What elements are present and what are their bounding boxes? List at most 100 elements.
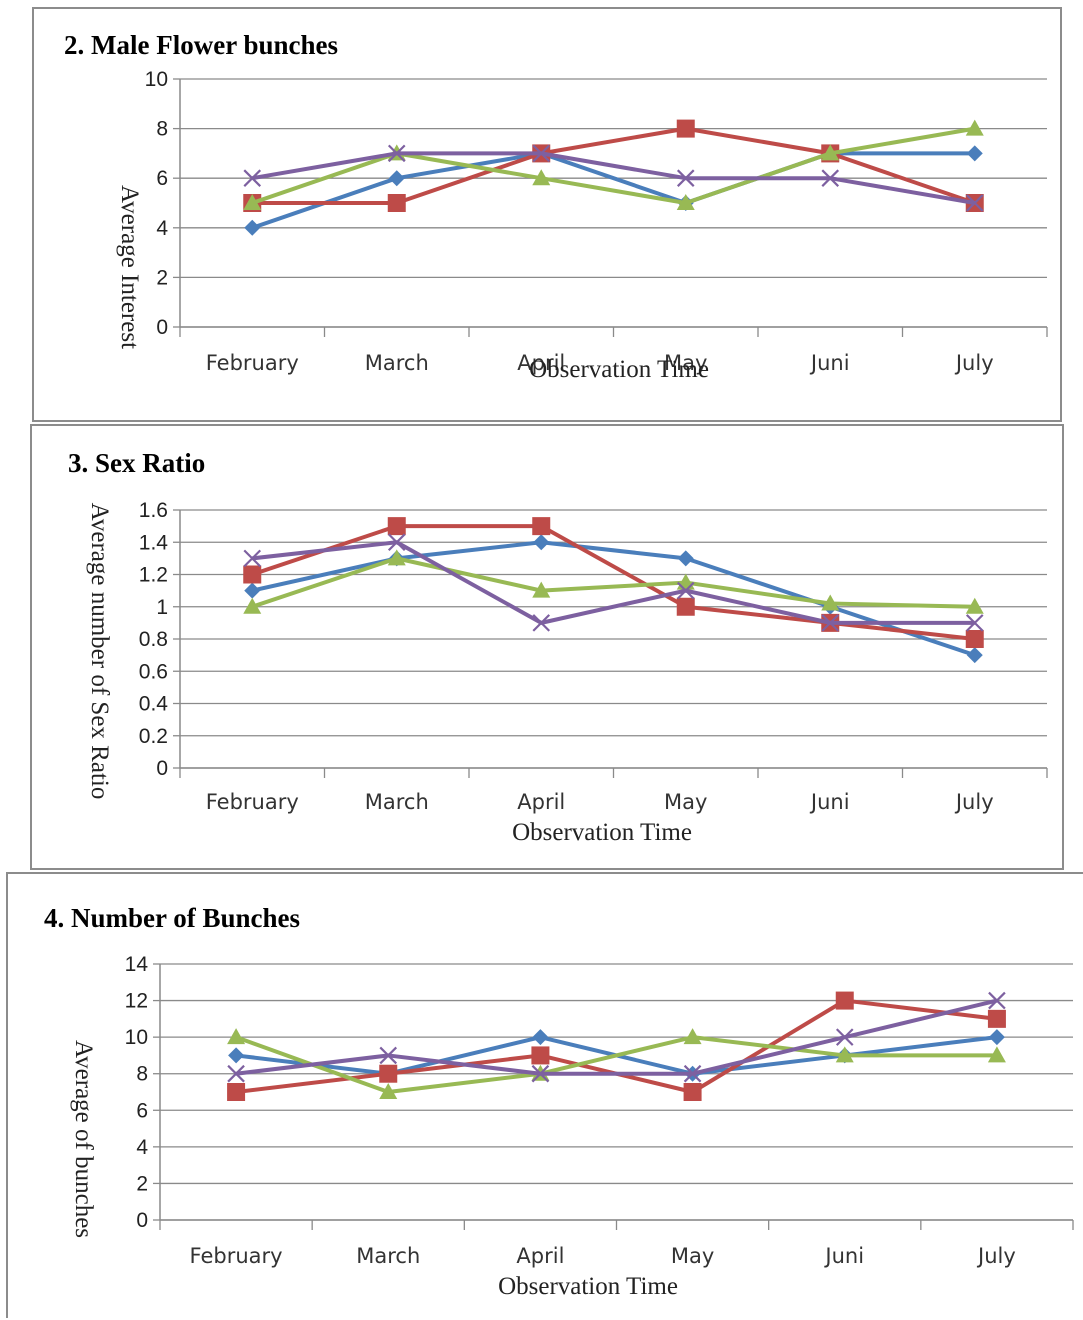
data-point-x	[683, 1064, 702, 1083]
series-line-2	[251, 524, 975, 641]
y-tick-label: 12	[125, 990, 148, 1013]
data-point-x	[243, 549, 262, 568]
series-line-4	[235, 998, 998, 1076]
y-tick-label: 10	[125, 1026, 148, 1049]
data-point-x	[387, 144, 406, 163]
data-point-x	[387, 533, 406, 552]
y-tick-label: 6	[136, 1099, 148, 1122]
series-line-3	[251, 556, 975, 609]
series-3	[243, 549, 984, 614]
chart-panel-sex-ratio: 3. Sex Ratio 0 0.2 0.4 0.6 0.8 1 1.2 1.4 1.6 Febru…	[30, 424, 1064, 870]
series-2	[243, 517, 984, 648]
data-point-square	[532, 517, 551, 536]
y-axis-label: Average number of Sex Ratio	[86, 503, 113, 800]
y-axis-label: Average of bunches	[70, 1040, 97, 1238]
data-point-triangle	[387, 549, 406, 566]
data-point-square	[683, 1083, 702, 1101]
series-line-4	[251, 151, 976, 205]
y-tick-label: 0	[136, 1209, 148, 1232]
series-2	[227, 991, 1006, 1101]
series-line-4	[252, 540, 975, 625]
data-point-x	[531, 1064, 550, 1083]
x-tick-label-july: July	[954, 790, 994, 814]
data-point-square	[387, 517, 406, 536]
series-1	[244, 145, 983, 236]
data-point-diamond	[533, 534, 550, 551]
series-line-1	[251, 151, 975, 230]
data-point-x	[532, 614, 551, 632]
y-tick-label: 1	[156, 596, 168, 619]
data-point-x	[965, 614, 984, 632]
y-tick-label: 0.2	[139, 725, 168, 748]
x-tick-label-may: May	[664, 351, 707, 375]
y-axis-label: Average Interest	[116, 185, 143, 349]
series-4	[243, 144, 984, 212]
data-point-x	[227, 1064, 245, 1083]
data-point-x	[821, 169, 840, 187]
x-tick-label-march: March	[356, 1244, 420, 1268]
y-tick-label: 4	[136, 1136, 148, 1159]
data-point-diamond	[677, 550, 694, 567]
y-tick-label: 14	[125, 953, 149, 976]
y-tick-label: 10	[145, 68, 168, 91]
data-point-triangle	[835, 1046, 854, 1063]
series-1	[244, 534, 983, 664]
male-flower-bunches-chart: 2. Male Flower bunches 0 2 4 6 8 10 February Mar…	[64, 30, 1048, 383]
chart-panel-male-flower-bunches: 2. Male Flower bunches 0 2 4 6 8 10 February Mar…	[32, 7, 1062, 422]
data-point-x	[988, 991, 1006, 1010]
series-line-3	[235, 1035, 997, 1094]
y-tick-label: 2	[136, 1172, 148, 1195]
chart-title: 2. Male Flower bunches	[64, 30, 338, 60]
y-tick-label: 0	[156, 757, 168, 780]
data-point-diamond	[228, 1047, 245, 1064]
data-point-triangle	[227, 1028, 246, 1045]
x-tick-label-april: April	[517, 351, 565, 375]
y-tick-label: 1.4	[139, 531, 169, 554]
data-point-triangle	[379, 1083, 398, 1099]
chart-panel-number-of-bunches: 4. Number of Bunches 0 2 4 6 8 10 12 14 February M…	[6, 872, 1083, 1318]
data-point-square	[387, 194, 406, 212]
y-tick-label: 1.6	[139, 499, 168, 522]
series-4	[243, 533, 984, 632]
data-point-x	[532, 144, 551, 163]
y-tick-label: 4	[156, 217, 168, 240]
y-tick-label: 8	[136, 1063, 148, 1086]
series-line-2	[252, 126, 976, 205]
data-point-square	[835, 991, 854, 1010]
chart-title: 4. Number of Bunches	[44, 903, 300, 933]
x-axis-label: Observation Time	[529, 356, 709, 383]
x-tick-label-march: March	[365, 351, 429, 375]
chart-title: 3. Sex Ratio	[68, 448, 205, 478]
data-point-triangle	[821, 594, 840, 611]
data-point-diamond	[388, 170, 405, 187]
data-point-x	[676, 169, 695, 187]
data-point-square	[965, 630, 984, 648]
data-point-diamond	[532, 1029, 549, 1046]
data-point-diamond	[988, 1029, 1005, 1046]
data-point-square	[227, 1083, 246, 1101]
data-point-triangle	[676, 194, 695, 210]
data-point-triangle	[683, 1028, 702, 1045]
y-tick-label: 0.4	[139, 693, 169, 716]
y-tick-label: 1.2	[139, 564, 168, 587]
y-tick-label: 0	[156, 316, 168, 339]
data-point-square	[676, 597, 695, 616]
y-tick-label: 0.6	[139, 660, 168, 683]
data-point-x	[676, 581, 695, 600]
x-tick-label-juni: Juni	[823, 1244, 864, 1268]
data-point-x	[243, 169, 262, 187]
data-point-diamond	[966, 647, 983, 664]
data-point-triangle	[243, 597, 262, 614]
data-point-x	[821, 614, 840, 632]
data-point-triangle	[532, 581, 551, 598]
y-tick-label: 0.8	[139, 628, 168, 651]
series-3	[243, 119, 984, 210]
y-tick-label: 6	[156, 167, 168, 190]
data-point-triangle	[965, 597, 984, 614]
data-point-triangle	[532, 169, 551, 186]
data-point-diamond	[244, 219, 261, 236]
data-point-x	[835, 1028, 854, 1046]
data-point-square	[987, 1009, 1006, 1028]
x-axis-label: Observation Time	[498, 1273, 678, 1300]
series-3	[227, 1028, 1006, 1099]
